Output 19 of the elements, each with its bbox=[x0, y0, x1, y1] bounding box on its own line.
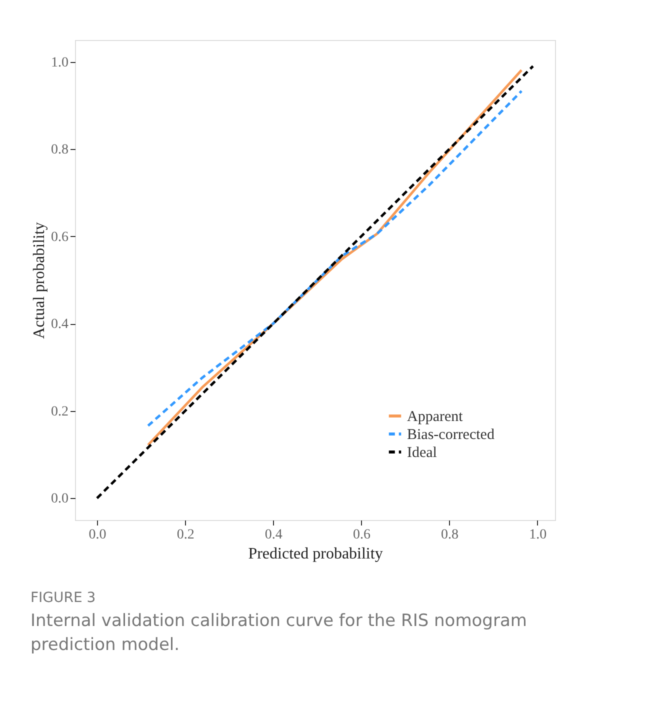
x-tick-label: 0.4 bbox=[264, 528, 282, 542]
y-tick-label: 1.0 bbox=[51, 55, 68, 70]
legend-label: Ideal bbox=[407, 445, 437, 461]
text: Internal validation calibration curve for the RIS nomogram prediction model. bbox=[30, 611, 527, 655]
x-tick-label: 0.6 bbox=[352, 528, 370, 542]
x-tick-label: 1.0 bbox=[529, 528, 547, 542]
x-axis-title: Predicted probability bbox=[248, 546, 383, 562]
caption: FIGURE 3 bbox=[30, 590, 96, 606]
y-tick-label: 0.8 bbox=[51, 142, 68, 158]
y-tick-label: 0.6 bbox=[51, 230, 68, 245]
y-tick-label: 0.0 bbox=[51, 492, 68, 507]
legend-label: Bias-corrected bbox=[407, 427, 495, 443]
y-tick-label: 0.4 bbox=[51, 317, 68, 332]
y-tick-label: 0.2 bbox=[51, 404, 68, 420]
y-axis-title: Actual probability bbox=[31, 222, 48, 339]
legend-label: Apparent bbox=[407, 409, 464, 425]
x-tick-label: 0.2 bbox=[176, 528, 194, 542]
x-tick-label: 0.8 bbox=[441, 528, 459, 542]
x-tick-label: 0.0 bbox=[88, 528, 106, 542]
